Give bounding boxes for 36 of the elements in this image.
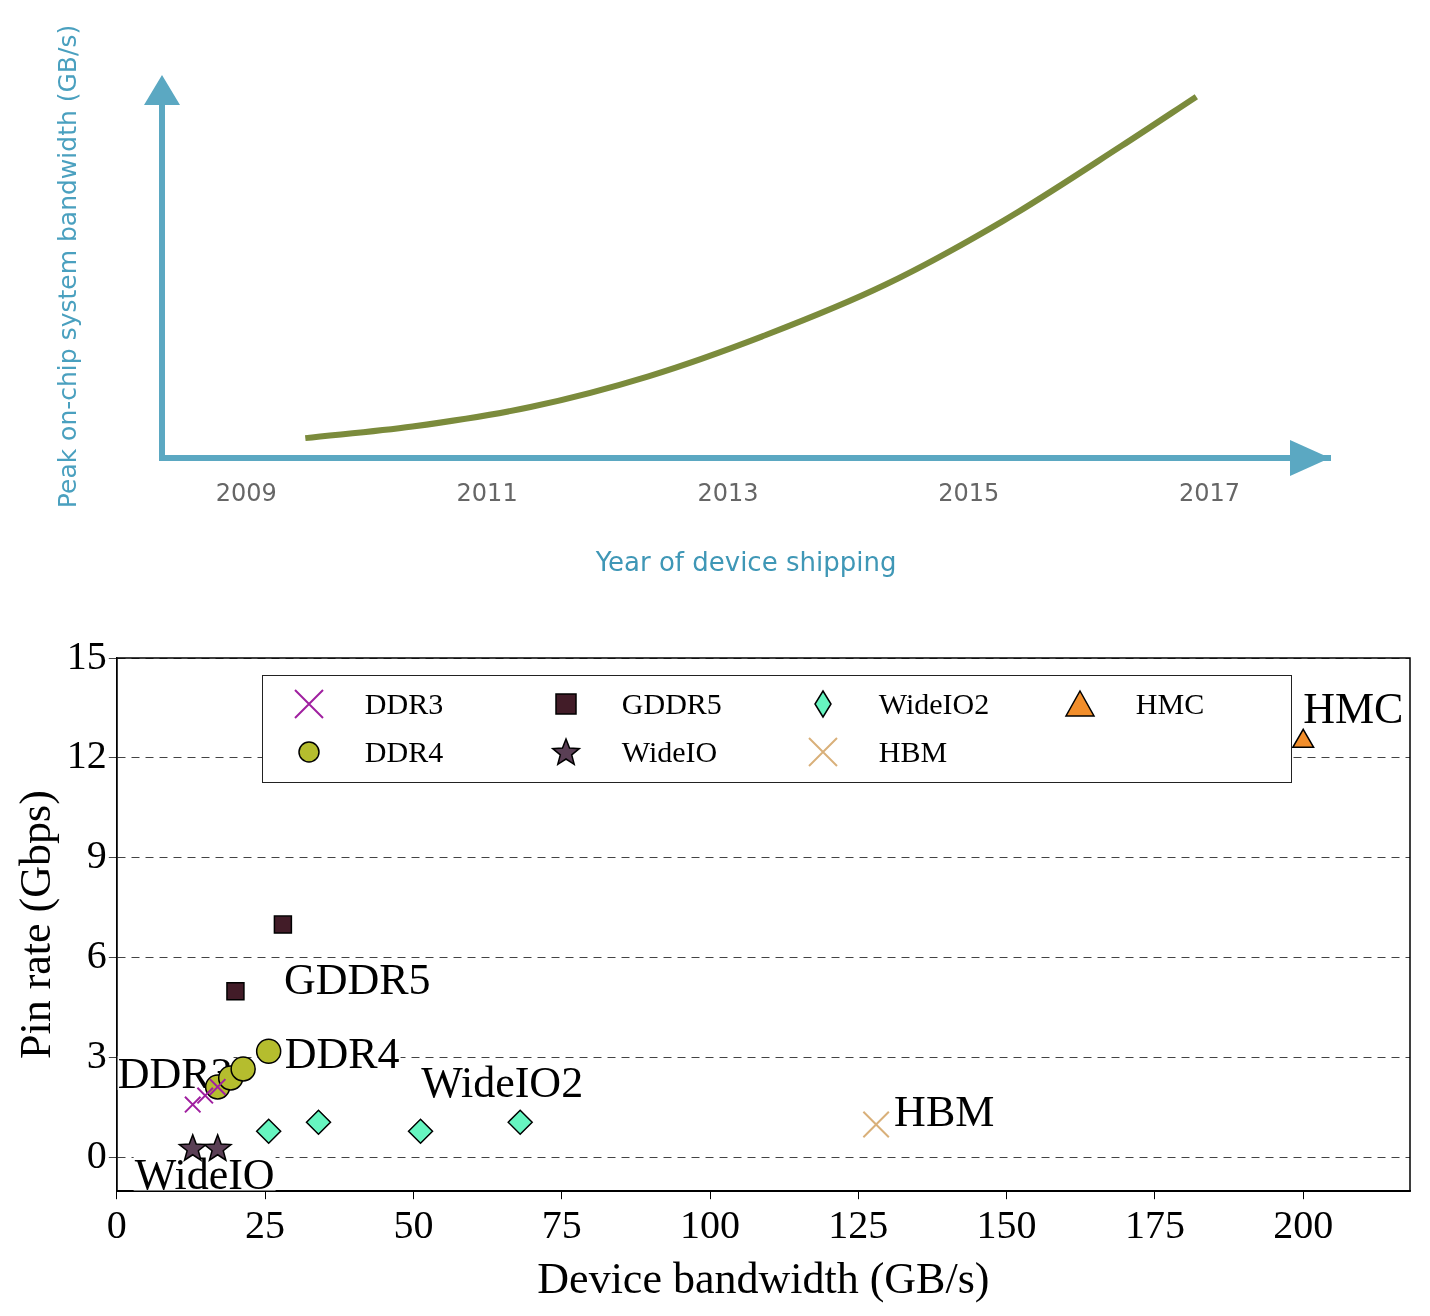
text: WideIO2 [421,1058,584,1108]
x-tick-label: 50 [393,1201,434,1247]
legend-label: HMC [1135,687,1205,721]
legend-label: DDR3 [364,687,444,721]
y-tick-label: 15 [66,632,107,678]
x-tick-label: 2009 [215,478,277,507]
legend-label: WideIO [621,735,718,769]
x-tick-label: 2017 [1179,478,1241,507]
legend-label: WideIO2 [878,687,990,721]
x-tick-label: 100 [680,1201,741,1247]
x-tick-label: 25 [245,1201,286,1247]
legend-label: HBM [878,735,948,769]
y-tick-label: 6 [86,932,107,978]
x-tick-label: 2015 [938,478,1000,507]
text: HMC [1303,684,1404,734]
x-tick-label: 75 [541,1201,582,1247]
legend-label: GDDR5 [621,687,722,721]
y-tick-label: 0 [86,1132,107,1178]
text: HBM [894,1086,995,1136]
y-tick-label: 3 [86,1032,107,1078]
x-axis-title: Year of device shipping [594,547,897,578]
y-tick-label: 12 [66,732,107,778]
x-tick-label: 125 [828,1201,889,1247]
y-axis-title: Peak on-chip system bandwidth (GB/s) [52,24,82,509]
x-tick-label: 2011 [456,478,518,507]
x-tick-label: 175 [1124,1201,1185,1247]
x-tick-label: 150 [976,1201,1037,1247]
text: DDR4 [284,1029,400,1079]
x-tick-label: 2013 [697,478,759,507]
y-axis-title: Pin rate (Gbps) [10,790,60,1060]
legend-label: DDR4 [364,735,444,769]
text: GDDR5 [283,954,431,1004]
x-axis-title: Device bandwidth (GB/s) [537,1254,990,1304]
x-tick-label: 200 [1273,1201,1334,1247]
text: WideIO [134,1149,275,1199]
y-tick-label: 9 [86,832,107,878]
